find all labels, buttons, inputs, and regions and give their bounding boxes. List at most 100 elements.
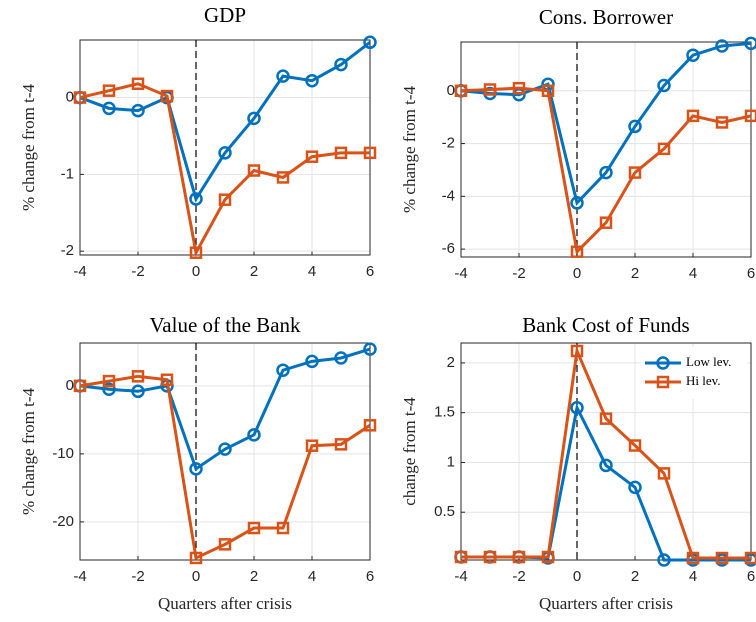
marker: [189, 462, 203, 476]
x-tick-label: -4: [454, 265, 467, 282]
marker: [73, 91, 87, 104]
x-tick-label: -4: [73, 568, 86, 585]
y-axis-label: change from t-4: [400, 397, 419, 506]
y-axis-label: % change from t-4: [400, 86, 419, 213]
marker: [102, 382, 116, 397]
marker: [363, 419, 377, 432]
marker: [454, 84, 468, 98]
x-tick-label: 0: [192, 568, 200, 585]
x-tick-label: -2: [131, 263, 144, 280]
x-tick-label: -2: [131, 568, 144, 585]
marker: [305, 354, 319, 369]
marker: [276, 521, 290, 535]
chart-title: Cons. Borrower: [539, 5, 673, 29]
series-line: [461, 345, 751, 560]
y-tick-label: -1: [61, 165, 74, 182]
x-tick-label: 6: [366, 568, 374, 585]
marker: [189, 192, 203, 206]
series-line: [460, 86, 752, 255]
y-tick-label: 0: [66, 377, 74, 394]
marker: [334, 438, 348, 451]
series-line: [79, 82, 370, 258]
marker: [570, 344, 584, 358]
axes-box: [460, 342, 752, 561]
legend-label: Hi lev.: [686, 373, 721, 388]
y-tick-label: 1: [447, 453, 455, 470]
x-tick-label: 2: [631, 568, 639, 585]
y-axis-label: % change from t-4: [19, 84, 38, 211]
x-tick-label: 0: [573, 265, 581, 282]
legend-marker: [656, 375, 670, 389]
marker: [247, 521, 261, 535]
marker: [247, 111, 261, 126]
marker: [686, 109, 700, 123]
subplot: -4 -2 0 2 4 6 -2 -1 0 GDP % change from t-4: [19, 3, 377, 280]
legend: Low lev. Hi lev.: [641, 347, 747, 399]
series-line: [460, 41, 752, 206]
marker: [276, 363, 290, 377]
series-line: [79, 374, 371, 561]
chart-title: Bank Cost of Funds: [522, 313, 689, 337]
marker: [715, 551, 729, 565]
x-tick-label: -2: [512, 568, 525, 585]
marker: [276, 171, 290, 184]
marker: [628, 166, 642, 179]
y-axis-label: % change from t-4: [19, 388, 38, 515]
marker: [334, 146, 348, 160]
marker: [512, 550, 526, 564]
marker: [334, 57, 348, 72]
x-tick-label: 6: [747, 568, 755, 585]
x-tick-label: 2: [250, 568, 258, 585]
marker: [599, 216, 613, 229]
x-tick-label: 2: [250, 263, 258, 280]
y-tick-label: -6: [442, 240, 455, 257]
marker: [744, 109, 756, 123]
marker: [570, 400, 584, 415]
marker: [744, 36, 756, 51]
marker: [276, 69, 290, 83]
chart-title: GDP: [204, 3, 246, 27]
marker: [218, 442, 232, 456]
y-tick-label: 0.5: [434, 503, 455, 520]
marker: [131, 370, 145, 383]
marker: [218, 193, 232, 206]
marker: [218, 146, 232, 160]
legend-box: [641, 347, 747, 399]
marker: [363, 35, 377, 50]
x-tick-label: 0: [573, 568, 581, 585]
marker: [454, 550, 468, 564]
x-tick-label: 0: [192, 263, 200, 280]
marker: [483, 550, 497, 564]
marker: [570, 245, 584, 258]
x-tick-label: -4: [73, 263, 86, 280]
marker: [541, 84, 555, 98]
y-tick-label: 0: [66, 89, 74, 106]
marker: [102, 101, 116, 116]
y-tick-label: -4: [442, 187, 455, 204]
axes-box: [79, 342, 371, 561]
x-tick-label: 6: [366, 263, 374, 280]
y-tick-label: -2: [61, 242, 74, 259]
axes-box: [460, 41, 752, 258]
y-tick-label: -20: [52, 513, 74, 530]
marker: [247, 164, 261, 177]
series-line: [79, 41, 371, 203]
marker: [363, 342, 377, 356]
y-tick-label: 2: [447, 354, 455, 371]
marker: [599, 412, 613, 425]
x-tick-label: 4: [689, 568, 697, 585]
marker: [363, 146, 377, 160]
x-axis-label: Quarters after crisis: [539, 594, 673, 613]
marker: [131, 103, 145, 118]
legend-label: Low lev.: [686, 354, 731, 369]
marker: [657, 142, 671, 156]
marker: [541, 550, 555, 564]
series-line: [79, 347, 371, 472]
marker: [715, 116, 729, 129]
marker: [715, 39, 729, 53]
marker: [512, 81, 526, 95]
y-tick-label: 0: [447, 82, 455, 99]
x-tick-label: -4: [454, 568, 467, 585]
y-tick-label: -2: [442, 135, 455, 152]
